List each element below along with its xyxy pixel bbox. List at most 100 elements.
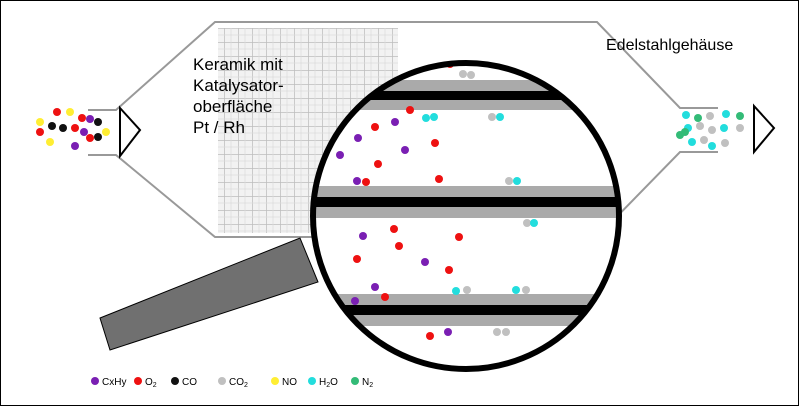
- molecule: [694, 114, 702, 122]
- molecule: [353, 177, 361, 185]
- legend-marker: [308, 377, 316, 385]
- molecule: [59, 124, 67, 132]
- molecule: [336, 151, 344, 159]
- molecule: [406, 106, 414, 114]
- molecule: [86, 115, 94, 123]
- legend-sub: 2: [244, 382, 248, 389]
- legend-label: NO: [282, 377, 297, 388]
- molecule: [422, 114, 430, 122]
- molecule: [53, 108, 61, 116]
- ceramic-line: Keramik mit: [193, 55, 283, 74]
- molecule: [696, 122, 704, 130]
- legend-sub: 2: [326, 382, 330, 389]
- molecule: [488, 113, 496, 121]
- molecule: [36, 128, 44, 136]
- molecule: [362, 178, 370, 186]
- molecule: [94, 133, 102, 141]
- legend-label: CO: [182, 377, 197, 388]
- molecule: [71, 124, 79, 132]
- legend-label: N2: [362, 377, 373, 389]
- molecule: [467, 71, 475, 79]
- molecule: [71, 142, 79, 150]
- molecule: [530, 219, 538, 227]
- molecule: [421, 258, 429, 266]
- molecule: [720, 124, 728, 132]
- flow-arrow: [119, 103, 776, 159]
- molecule: [502, 328, 510, 336]
- molecule: [736, 112, 744, 120]
- molecule: [459, 70, 467, 78]
- molecule: [505, 177, 513, 185]
- legend-label: CxHy: [102, 377, 126, 388]
- molecule: [706, 112, 714, 120]
- legend-label: H2O: [319, 377, 338, 389]
- molecule: [455, 233, 463, 241]
- legend-label: O2: [145, 377, 157, 389]
- legend-marker: [91, 377, 99, 385]
- molecule: [522, 286, 530, 294]
- molecule: [435, 175, 443, 183]
- legend-text: CO: [182, 377, 197, 388]
- molecule: [512, 286, 520, 294]
- molecule: [700, 136, 708, 144]
- molecule: [371, 123, 379, 131]
- legend-marker: [271, 377, 279, 385]
- molecule: [708, 142, 716, 150]
- molecule: [374, 160, 382, 168]
- legend-text: H: [319, 377, 326, 388]
- molecule: [426, 332, 434, 340]
- molecule: [513, 177, 521, 185]
- legend-marker: [218, 377, 226, 385]
- molecule: [353, 255, 361, 263]
- molecule: [401, 146, 409, 154]
- legend-text: NO: [282, 377, 297, 388]
- molecule: [66, 108, 74, 116]
- molecule: [463, 286, 471, 294]
- molecule: [708, 126, 716, 134]
- ceramic-line: oberfläche: [193, 97, 272, 116]
- molecule: [493, 328, 501, 336]
- legend: CxHy O2 CO CO2 NO H2O N2: [91, 377, 373, 389]
- legend-text: O: [145, 377, 153, 388]
- legend-text: O: [330, 377, 338, 388]
- molecule: [48, 122, 56, 130]
- molecule: [351, 297, 359, 305]
- molecule: [523, 219, 531, 227]
- molecule: [94, 118, 102, 126]
- legend-marker: [351, 377, 359, 385]
- legend-text: CO: [229, 377, 244, 388]
- molecule: [390, 225, 398, 233]
- molecule: [431, 139, 439, 147]
- legend-marker: [134, 377, 142, 385]
- legend-text: CxHy: [102, 377, 126, 388]
- molecule: [722, 110, 730, 118]
- molecule: [395, 242, 403, 250]
- legend-sub: 2: [369, 382, 373, 389]
- ceramic-label: Keramik mit Katalysator-oberfläche Pt / Rh: [193, 55, 284, 137]
- molecule: [36, 118, 44, 126]
- legend-label: CO2: [229, 377, 248, 389]
- molecule: [452, 287, 460, 295]
- lens-rim: [310, 60, 622, 372]
- molecule: [354, 134, 362, 142]
- legend-marker: [171, 377, 179, 385]
- molecule: [381, 293, 389, 301]
- molecule: [102, 128, 110, 136]
- ceramic-line: Katalysator-: [193, 76, 284, 95]
- molecule: [496, 113, 504, 121]
- housing-label: Edelstahlgehäuse: [606, 37, 733, 54]
- molecule: [359, 232, 367, 240]
- molecule: [46, 138, 54, 146]
- molecule: [736, 124, 744, 132]
- ceramic-line: Pt / Rh: [193, 118, 245, 137]
- molecule: [682, 111, 690, 119]
- molecule: [430, 113, 438, 121]
- molecule: [721, 139, 729, 147]
- molecule: [444, 328, 452, 336]
- handle: [99, 237, 319, 351]
- legend-text: N: [362, 377, 369, 388]
- molecule: [86, 134, 94, 142]
- molecule: [676, 131, 684, 139]
- molecule: [688, 138, 696, 146]
